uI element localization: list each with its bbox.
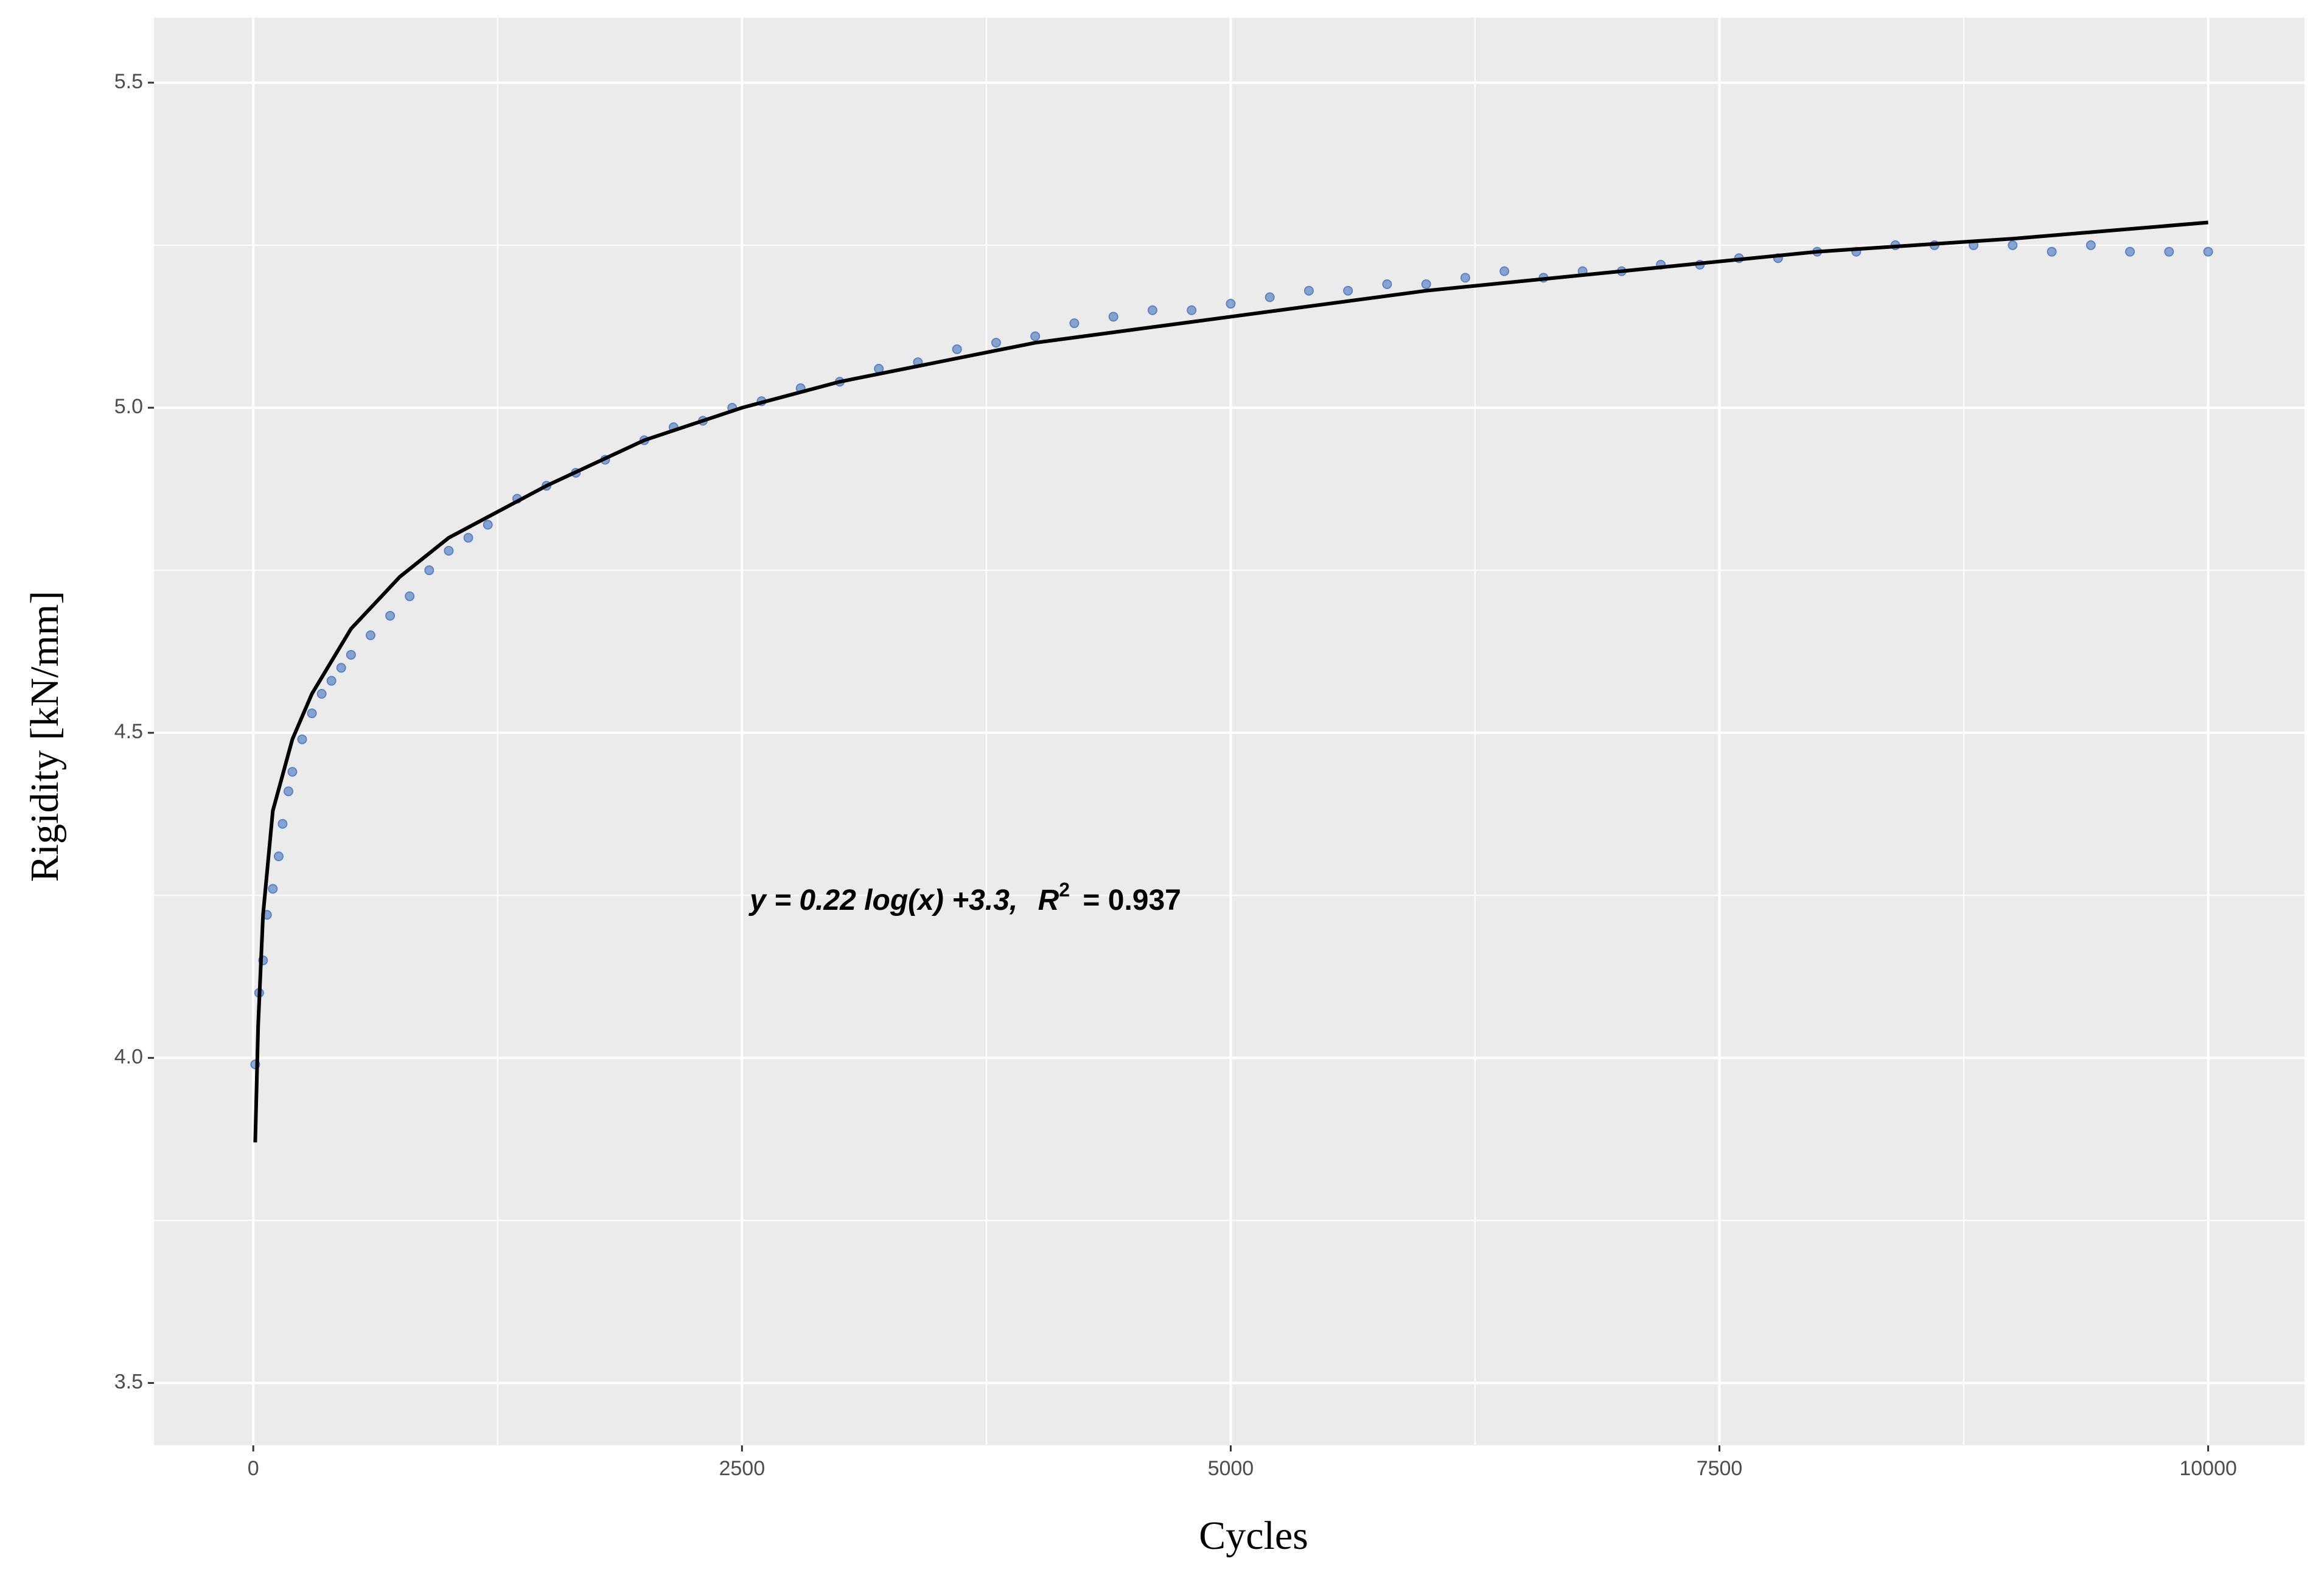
point [273, 851, 284, 862]
x-tick-label: 0 [248, 1457, 259, 1480]
x-tick-label: 10000 [2179, 1457, 2237, 1480]
y-tick-label: 4.5 [114, 720, 143, 743]
point [277, 819, 288, 829]
y-tick-label: 3.5 [114, 1370, 143, 1393]
point [287, 767, 298, 777]
point [346, 649, 356, 660]
point [2085, 240, 2096, 250]
point [405, 591, 415, 601]
point [463, 533, 473, 543]
point [316, 689, 327, 699]
annotation-lhs: y = 0.22 log(x) +3.3, [748, 884, 1017, 917]
point [2047, 246, 2057, 257]
x-tick-label: 7500 [1697, 1457, 1743, 1480]
point [1069, 318, 1080, 329]
y-tick-label: 5.0 [114, 395, 143, 418]
point [1226, 299, 1236, 309]
point [365, 630, 375, 640]
point [2125, 246, 2135, 257]
x-tick-label: 5000 [1208, 1457, 1254, 1480]
point [385, 610, 396, 621]
y-tick-label: 5.5 [114, 70, 143, 93]
point [1108, 312, 1118, 322]
point [1499, 266, 1510, 276]
annotation-r: R [1038, 884, 1059, 917]
point [268, 884, 278, 894]
point [952, 344, 962, 354]
point [2203, 246, 2213, 257]
point [444, 546, 454, 556]
point [1187, 305, 1197, 315]
point [1303, 285, 1314, 296]
point [326, 676, 337, 686]
annotation-rhs: = 0.937 [1083, 884, 1181, 917]
x-tick-label: 2500 [719, 1457, 765, 1480]
point [1421, 279, 1431, 290]
point [1460, 273, 1470, 283]
fit-line [253, 220, 2208, 1143]
point [307, 708, 317, 719]
point [336, 663, 346, 673]
annotation: y = 0.22 log(x) +3.3, R2 = 0.937 [748, 871, 1181, 917]
point [297, 734, 307, 744]
point [2008, 240, 2018, 250]
y-tick-label: 4.0 [114, 1045, 143, 1068]
point [424, 565, 434, 576]
point [1382, 279, 1392, 290]
point [1265, 292, 1275, 302]
annotation-sup: 2 [1059, 879, 1070, 901]
point [284, 786, 294, 797]
point [1343, 285, 1353, 296]
point [2164, 246, 2174, 257]
point [483, 520, 493, 530]
plot-panel [154, 18, 2305, 1445]
y-axis-title: Rigidity [kN/mm] [23, 591, 67, 882]
x-axis-title: Cycles [1199, 1514, 1308, 1558]
point [1030, 331, 1041, 341]
point [1147, 305, 1157, 315]
point [991, 338, 1001, 348]
